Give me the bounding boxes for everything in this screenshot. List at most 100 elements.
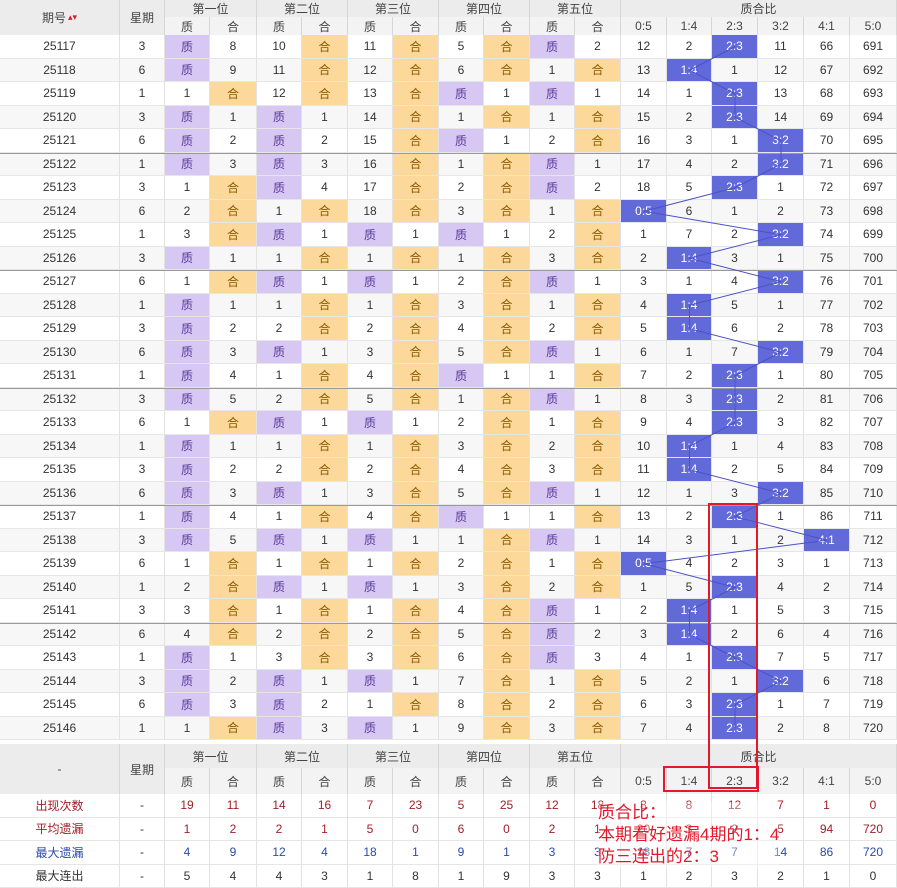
weekday-cell: 6 <box>120 693 165 717</box>
weekday-cell: 1 <box>120 505 165 529</box>
stat-value: 3 <box>575 865 621 888</box>
omission-count: 1 <box>393 717 439 741</box>
ratio-omission: 706 <box>850 388 897 412</box>
stat-value: 2 <box>530 818 575 842</box>
ratio-omission: 714 <box>850 576 897 600</box>
omission-count: 2 <box>575 176 621 200</box>
ratio-omission: 70 <box>804 129 850 153</box>
omission-count: 4 <box>439 599 484 623</box>
ratio-omission: 6 <box>667 200 712 224</box>
omission-count: 2 <box>530 576 575 600</box>
he-mark: 合 <box>393 247 439 271</box>
ratio-omission: 5 <box>667 176 712 200</box>
position-header-5: 第五位 <box>530 0 621 17</box>
issue-number: 25119 <box>0 82 120 106</box>
ratio-omission: 13 <box>621 505 667 529</box>
omission-count: 3 <box>165 223 210 247</box>
ratio-omission: 717 <box>850 646 897 670</box>
ratio-omission: 704 <box>850 341 897 365</box>
stat-ratio-value: 1 <box>804 865 850 888</box>
footer-position-header-2: 第二位 <box>257 744 348 768</box>
ratio-omission: 1 <box>758 294 804 318</box>
ratio-omission: 695 <box>850 129 897 153</box>
omission-count: 4 <box>210 364 257 388</box>
ratio-omission: 84 <box>804 458 850 482</box>
omission-count: 3 <box>348 341 393 365</box>
weekday-cell: 3 <box>120 458 165 482</box>
omission-count: 2 <box>165 576 210 600</box>
stat-value: 14 <box>257 794 302 818</box>
omission-count: 2 <box>348 623 393 647</box>
footer-ratio-sub-header-0: 0:5 <box>621 768 667 794</box>
omission-count: 5 <box>439 35 484 59</box>
ratio-omission: 1 <box>804 552 850 576</box>
ratio-omission: 5 <box>804 646 850 670</box>
ratio-omission: 2 <box>621 599 667 623</box>
stat-value: 1 <box>393 841 439 865</box>
zhi-mark: 质 <box>257 411 302 435</box>
footer-ratio-sub-header-3: 3:2 <box>758 768 804 794</box>
stat-value: 5 <box>348 818 393 842</box>
he-mark: 合 <box>575 294 621 318</box>
footer-sub-header-he: 合 <box>393 768 439 794</box>
issue-header[interactable]: 期号▴▾ <box>0 0 120 35</box>
ratio-omission: 1 <box>758 247 804 271</box>
footer-position-header-4: 第四位 <box>439 744 530 768</box>
omission-count: 2 <box>530 223 575 247</box>
he-mark: 合 <box>575 106 621 130</box>
sort-up-down-icon[interactable]: ▴▾ <box>68 12 77 23</box>
ratio-omission: 11 <box>758 35 804 59</box>
he-mark: 合 <box>484 106 530 130</box>
ratio-hit-0-5: 0:5 <box>621 200 667 224</box>
weekday-cell: 3 <box>120 176 165 200</box>
position-header-1: 第一位 <box>165 0 257 17</box>
ratio-omission: 6 <box>804 670 850 694</box>
stat-value: 7 <box>348 794 393 818</box>
ratio-omission: 707 <box>850 411 897 435</box>
omission-count: 4 <box>210 505 257 529</box>
ratio-sub-header-5: 5:0 <box>850 17 897 35</box>
he-mark: 合 <box>393 364 439 388</box>
ratio-omission: 2 <box>712 153 758 177</box>
stat-ratio-value: 0 <box>850 794 897 818</box>
ratio-omission: 4 <box>667 552 712 576</box>
ratio-omission: 18 <box>621 176 667 200</box>
footer-sub-header-zhi: 质 <box>257 768 302 794</box>
omission-count: 3 <box>165 599 210 623</box>
he-mark: 合 <box>484 176 530 200</box>
omission-count: 1 <box>348 247 393 271</box>
he-mark: 合 <box>393 388 439 412</box>
sub-header-he: 合 <box>393 17 439 35</box>
omission-count: 7 <box>439 670 484 694</box>
zhi-mark: 质 <box>165 106 210 130</box>
zhi-mark: 质 <box>165 317 210 341</box>
omission-count: 1 <box>575 599 621 623</box>
ratio-omission: 15 <box>621 106 667 130</box>
ratio-omission: 4 <box>621 646 667 670</box>
zhi-mark: 质 <box>165 341 210 365</box>
omission-count: 3 <box>210 482 257 506</box>
stat-ratio-value: 0 <box>850 865 897 888</box>
ratio-omission: 703 <box>850 317 897 341</box>
stat-value: 1 <box>165 818 210 842</box>
omission-count: 3 <box>210 693 257 717</box>
ratio-omission: 3 <box>667 129 712 153</box>
ratio-omission: 715 <box>850 599 897 623</box>
sub-header-he: 合 <box>575 17 621 35</box>
ratio-omission: 1 <box>712 129 758 153</box>
ratio-hit-1-4: 1:4 <box>667 623 712 647</box>
stat-value: 5 <box>439 794 484 818</box>
omission-count: 9 <box>439 717 484 741</box>
footer-sub-header-zhi: 质 <box>165 768 210 794</box>
weekday-cell: 6 <box>120 411 165 435</box>
ratio-omission: 3 <box>758 552 804 576</box>
ratio-omission: 1 <box>621 576 667 600</box>
ratio-hit-2-3: 2:3 <box>712 82 758 106</box>
omission-count: 5 <box>439 623 484 647</box>
stat-weekday: - <box>120 794 165 818</box>
ratio-hit-2-3: 2:3 <box>712 576 758 600</box>
omission-count: 2 <box>348 458 393 482</box>
zhi-mark: 质 <box>530 482 575 506</box>
he-mark: 合 <box>484 482 530 506</box>
omission-count: 1 <box>484 129 530 153</box>
